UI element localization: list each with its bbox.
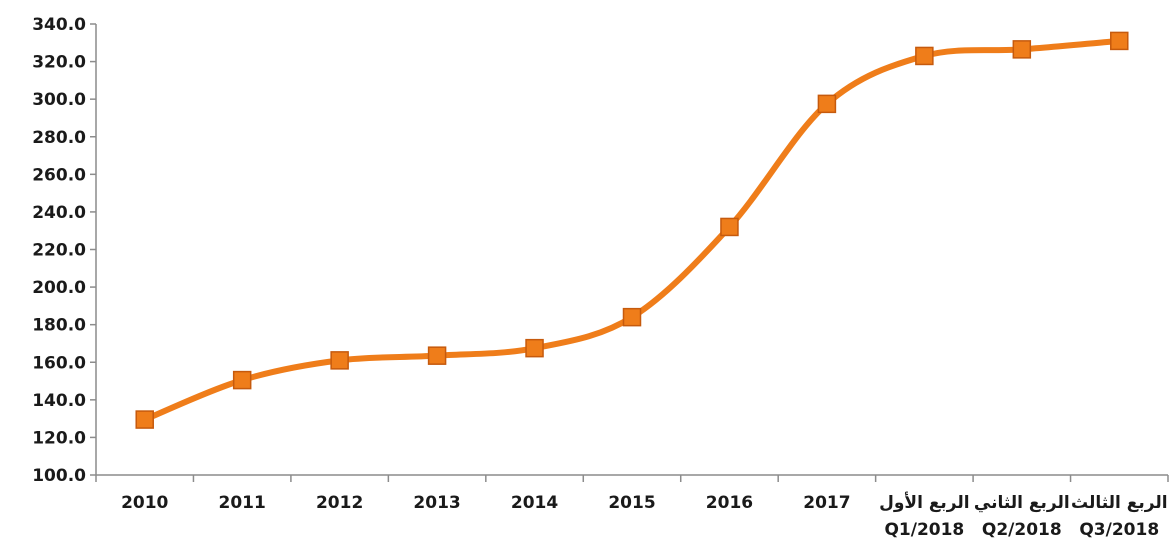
y-tick-label: 100.0	[32, 466, 86, 486]
data-point-2	[330, 351, 349, 370]
y-tick-label: 140.0	[32, 391, 86, 411]
x-category-label: 2010	[121, 493, 168, 513]
y-tick-label: 200.0	[32, 278, 86, 298]
data-point-0	[135, 410, 154, 429]
x-category-label: Q3/2018	[1079, 520, 1159, 540]
y-tick-label: 160.0	[32, 353, 86, 373]
series-group	[135, 31, 1129, 429]
x-category-label: 2012	[316, 493, 363, 513]
data-point-3	[427, 346, 447, 365]
y-tick-label: 120.0	[32, 428, 86, 448]
data-point-1	[232, 370, 252, 390]
data-point-10	[1110, 31, 1129, 51]
y-tick-label: 300.0	[32, 90, 86, 110]
x-category-label: 2016	[706, 493, 753, 513]
x-category-label: 2011	[219, 493, 266, 513]
x-category-label: Q2/2018	[982, 520, 1062, 540]
y-tick-label: 340.0	[32, 15, 86, 35]
x-category-label: 2017	[803, 493, 850, 513]
data-point-9	[1012, 40, 1032, 59]
series-line	[141, 37, 1123, 423]
x-category-label: 2015	[608, 493, 655, 513]
data-point-8	[915, 46, 934, 66]
data-point-7	[817, 94, 837, 114]
x-category-label: Q1/2018	[884, 520, 964, 540]
data-point-4	[525, 338, 544, 358]
x-category-label: 2014	[511, 493, 558, 513]
x-category-label: الربع الثالث	[1071, 493, 1168, 513]
x-axis: 2010 2011 2012 2013 2014 2015 2016 2017 الربع ال…	[95, 474, 1169, 540]
y-tick-label: 240.0	[32, 203, 86, 223]
x-category-label: الربع الأول	[879, 492, 970, 513]
x-category-label: الربع الثاني	[974, 493, 1070, 513]
y-tick-label: 220.0	[32, 241, 86, 261]
y-tick-label: 280.0	[32, 128, 86, 148]
data-point-5	[622, 307, 642, 327]
y-tick-label: 320.0	[32, 53, 86, 73]
data-point-6	[720, 217, 739, 237]
y-tick-label: 180.0	[32, 316, 86, 336]
y-tick-label: 260.0	[32, 165, 86, 185]
y-axis: 100.0 120.0 140.0 160.0 180.0 200.0 220.0 240.0…	[32, 15, 97, 486]
x-category-label: 2013	[413, 493, 460, 513]
